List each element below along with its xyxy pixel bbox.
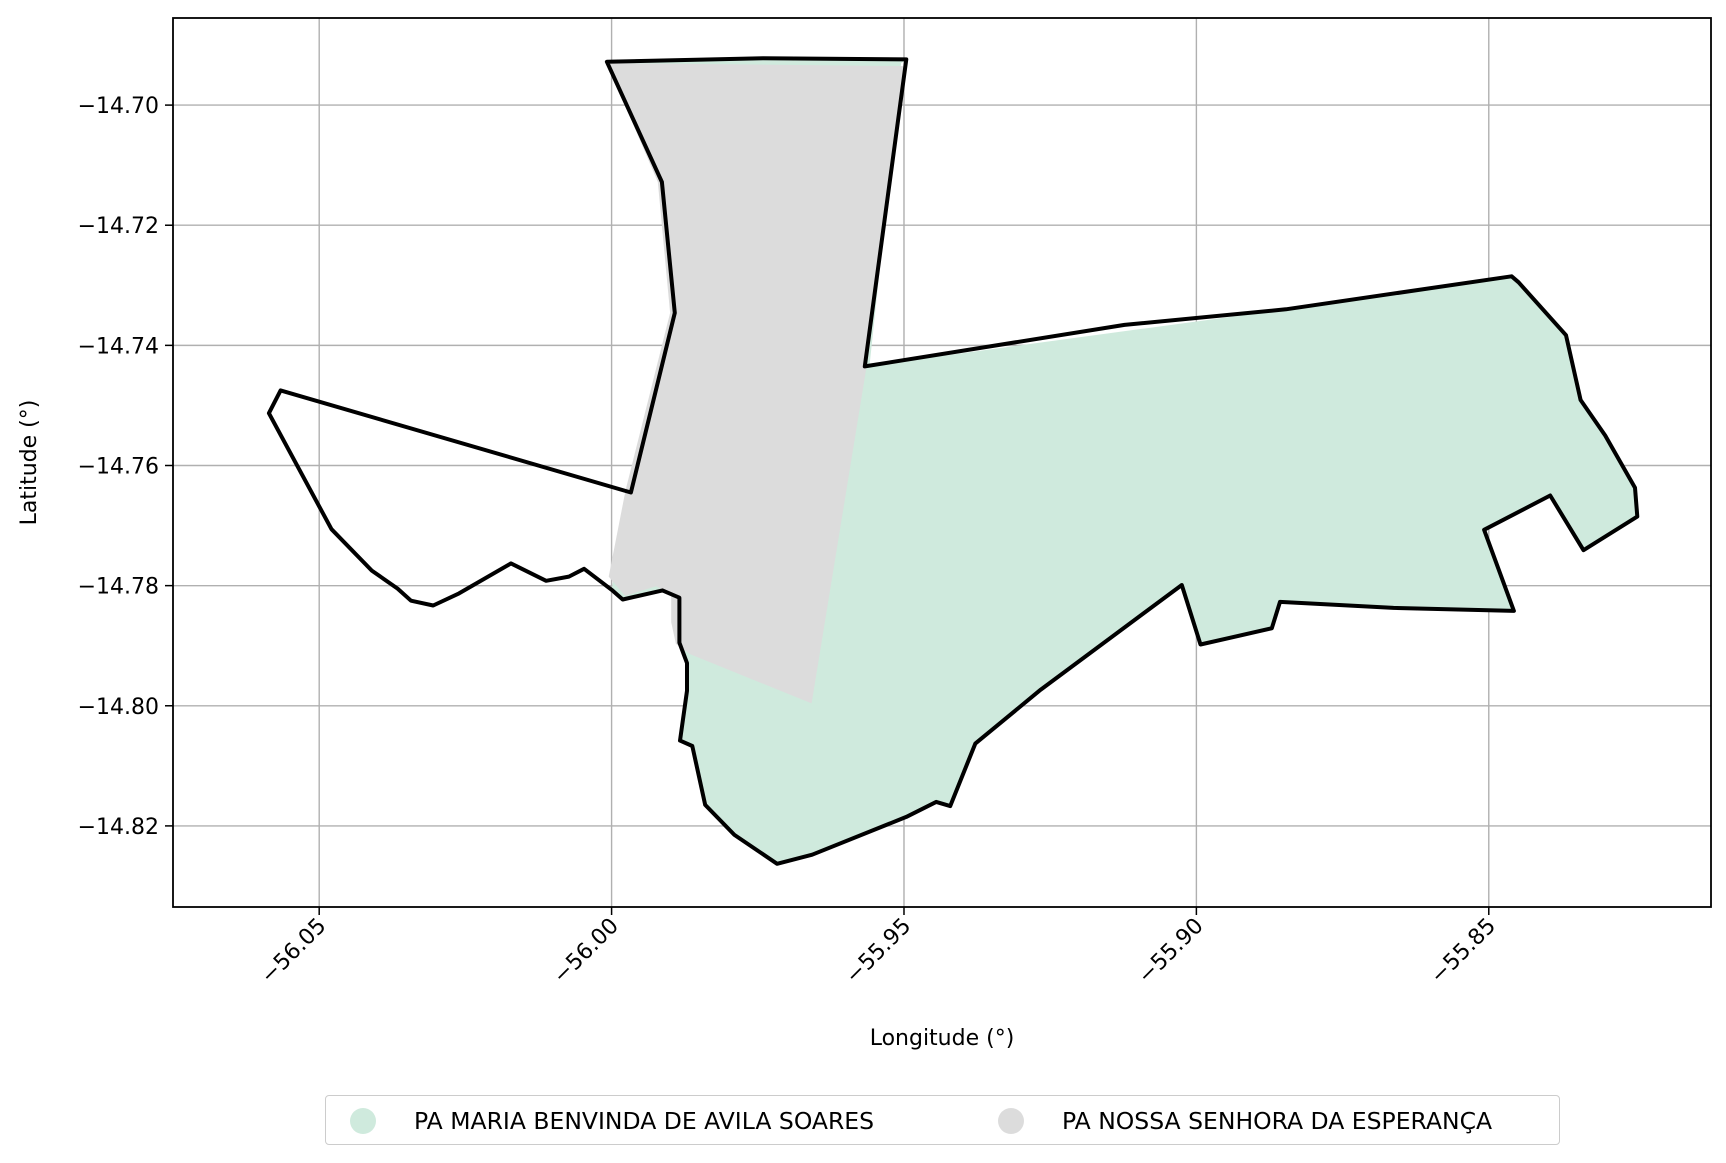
polygon-nossa-senhora xyxy=(606,63,906,704)
y-tick-label: −14.76 xyxy=(78,455,159,480)
x-tick-label: −56.05 xyxy=(256,914,331,989)
legend-item-nossa-senhora: PA NOSSA SENHORA DA ESPERANÇA xyxy=(998,1096,1492,1146)
legend-marker-nossa-senhora xyxy=(998,1108,1024,1134)
x-tick-label: −55.90 xyxy=(1133,914,1208,989)
x-axis-label: Longitude (°) xyxy=(870,1026,1015,1051)
y-tick-label: −14.72 xyxy=(78,214,159,239)
x-tick-label: −55.85 xyxy=(1426,914,1501,989)
y-tick-label: −14.70 xyxy=(78,94,159,119)
boundary-outline xyxy=(266,56,1640,866)
y-tick-label: −14.80 xyxy=(78,695,159,720)
legend: PA MARIA BENVINDA DE AVILA SOARES PA NOS… xyxy=(325,1095,1560,1145)
polygon-layer xyxy=(266,56,1640,866)
y-tick-label: −14.74 xyxy=(78,334,159,359)
y-tick-label: −14.78 xyxy=(78,575,159,600)
y-axis-label: Latitude (°) xyxy=(17,400,42,526)
x-tick-label: −56.00 xyxy=(549,914,624,989)
x-tick-label: −55.95 xyxy=(841,914,916,989)
legend-label-nossa-senhora: PA NOSSA SENHORA DA ESPERANÇA xyxy=(1062,1107,1493,1135)
plot-frame xyxy=(172,17,1712,908)
y-tick-label: −14.82 xyxy=(78,815,159,840)
legend-label-maria-benvinda: PA MARIA BENVINDA DE AVILA SOARES xyxy=(414,1107,875,1135)
legend-marker-maria-benvinda xyxy=(350,1108,376,1134)
legend-item-maria-benvinda: PA MARIA BENVINDA DE AVILA SOARES xyxy=(350,1096,874,1146)
